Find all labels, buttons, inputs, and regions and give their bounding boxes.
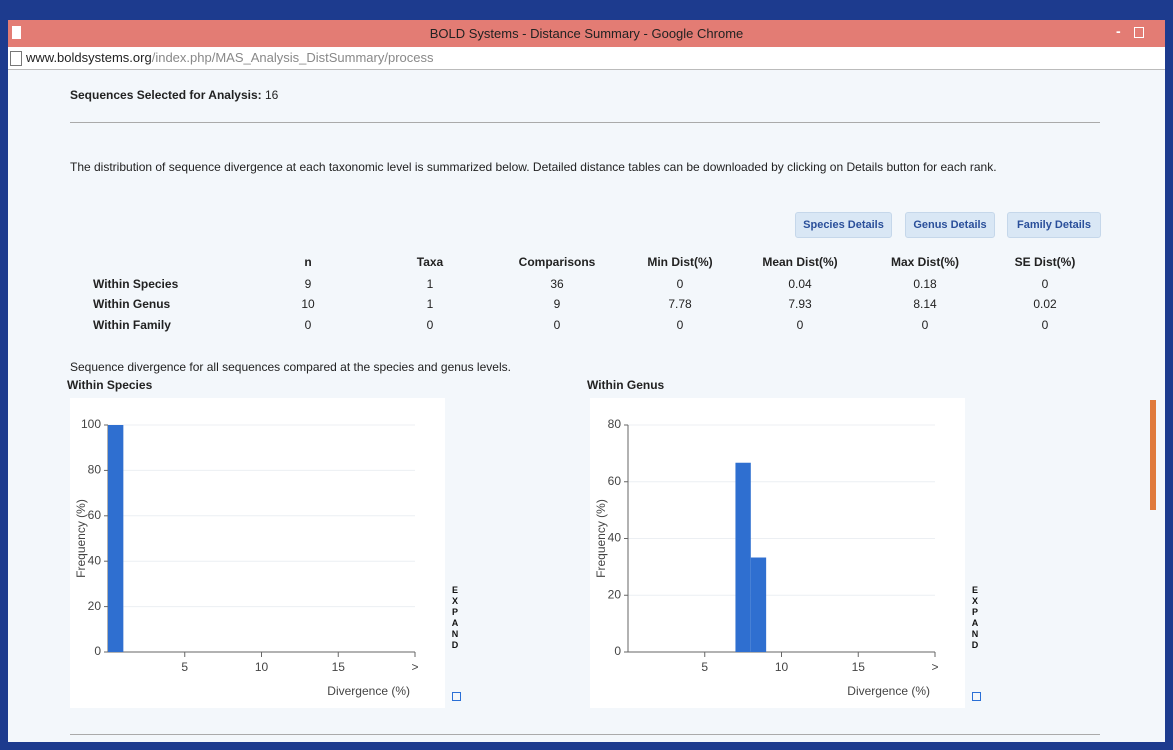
expand-button[interactable]: EXPAND [970, 585, 980, 651]
row-header: Within Family [93, 318, 171, 332]
expand-icon[interactable] [972, 692, 981, 701]
y-tick-label: 40 [608, 531, 622, 545]
expand-icon[interactable] [452, 692, 461, 701]
table-cell: 0 [745, 318, 855, 332]
address-bar: www.boldsystems.org/index.php/MAS_Analys… [8, 47, 1165, 70]
row-header: Within Genus [93, 297, 170, 311]
details-button[interactable]: Species Details [795, 212, 892, 238]
table-cell: 0 [375, 318, 485, 332]
x-axis-label: Divergence (%) [847, 684, 930, 698]
y-tick-label: 0 [614, 644, 621, 658]
y-tick-label: 0 [94, 644, 101, 658]
chart-svg: 0 20 40 60 80 100 5 10 15 >Divergence (%) Frequenc… [70, 398, 445, 708]
scrollbar-thumb[interactable] [1150, 400, 1156, 510]
y-axis-label: Frequency (%) [594, 499, 608, 578]
selection: Sequences Selected for Analysis: 16 [70, 88, 278, 102]
column-header: SE Dist(%) [990, 255, 1100, 269]
column-header: Taxa [375, 255, 485, 269]
table-cell: 7.93 [745, 297, 855, 311]
x-tick-label: 10 [775, 660, 789, 674]
y-tick-label: 20 [608, 587, 622, 601]
chart: 0 20 40 60 80 100 5 10 15 >Divergence (%) Frequenc… [70, 398, 445, 708]
x-tick-label: 10 [255, 660, 269, 674]
y-tick-label: 60 [608, 474, 622, 488]
selection-count: 16 [265, 88, 278, 102]
url-path: /index.php/MAS_Analysis_DistSummary/proc… [152, 50, 434, 65]
column-header: n [253, 255, 363, 269]
table-cell: 0 [625, 318, 735, 332]
column-header: Comparisons [502, 255, 612, 269]
x-tick-label: 5 [181, 660, 188, 674]
table-cell: 0 [990, 318, 1100, 332]
url[interactable]: www.boldsystems.org/index.php/MAS_Analys… [26, 50, 434, 65]
chart-title: Within Species [67, 378, 152, 392]
chart-title: Within Genus [587, 378, 664, 392]
table-cell: 9 [502, 297, 612, 311]
bar [735, 463, 750, 652]
table-cell: 0.02 [990, 297, 1100, 311]
y-tick-label: 80 [608, 417, 622, 431]
browser-window: BOLD Systems - Distance Summary - Google… [8, 20, 1165, 742]
y-tick-label: 100 [81, 417, 101, 431]
y-tick-label: 60 [88, 508, 102, 522]
table-cell: 0 [502, 318, 612, 332]
table-cell: 0 [870, 318, 980, 332]
table-cell: 7.78 [625, 297, 735, 311]
y-axis-label: Frequency (%) [74, 499, 88, 578]
table-cell: 10 [253, 297, 363, 311]
bar [751, 558, 766, 652]
table-cell: 36 [502, 277, 612, 291]
table-cell: 0 [625, 277, 735, 291]
table-cell: 1 [375, 277, 485, 291]
x-tick-label: 5 [701, 660, 708, 674]
bar [108, 425, 123, 652]
window-title: BOLD Systems - Distance Summary - Google… [8, 26, 1165, 41]
table-cell: 9 [253, 277, 363, 291]
expand-button[interactable]: EXPAND [450, 585, 460, 651]
table-cell: 0.18 [870, 277, 980, 291]
details-button[interactable]: Genus Details [905, 212, 995, 238]
row-header: Within Species [93, 277, 178, 291]
y-tick-label: 40 [88, 553, 102, 567]
x-tick-label: > [411, 660, 418, 674]
minimize-button[interactable]: - [1116, 23, 1121, 39]
selection-label: Sequences Selected for Analysis: [70, 88, 262, 102]
x-axis-label: Divergence (%) [327, 684, 410, 698]
column-header: Max Dist(%) [870, 255, 980, 269]
column-header: Mean Dist(%) [745, 255, 855, 269]
x-tick-label: > [931, 660, 938, 674]
url-host: www.boldsystems.org [26, 50, 152, 65]
title-bar: BOLD Systems - Distance Summary - Google… [8, 20, 1165, 47]
x-tick-label: 15 [852, 660, 866, 674]
column-header: Min Dist(%) [625, 255, 735, 269]
details-button[interactable]: Family Details [1007, 212, 1101, 238]
restore-button[interactable] [1134, 27, 1144, 38]
table-cell: 0 [253, 318, 363, 332]
table-cell: 0 [990, 277, 1100, 291]
page-icon [10, 51, 22, 66]
screen: BOLD Systems - Distance Summary - Google… [0, 0, 1173, 750]
x-tick-label: 15 [332, 660, 346, 674]
chart-svg: 0 20 40 60 80 5 10 15 >Divergence (%) Frequency (… [590, 398, 965, 708]
caption: Sequence divergence for all sequences co… [70, 360, 511, 374]
description: The distribution of sequence divergence … [70, 160, 997, 174]
y-tick-label: 20 [88, 599, 102, 613]
table-cell: 0.04 [745, 277, 855, 291]
divider [70, 122, 1100, 123]
table-cell: 8.14 [870, 297, 980, 311]
divider [70, 734, 1100, 735]
table-cell: 1 [375, 297, 485, 311]
chart: 0 20 40 60 80 5 10 15 >Divergence (%) Frequency (… [590, 398, 965, 708]
y-tick-label: 80 [88, 463, 102, 477]
